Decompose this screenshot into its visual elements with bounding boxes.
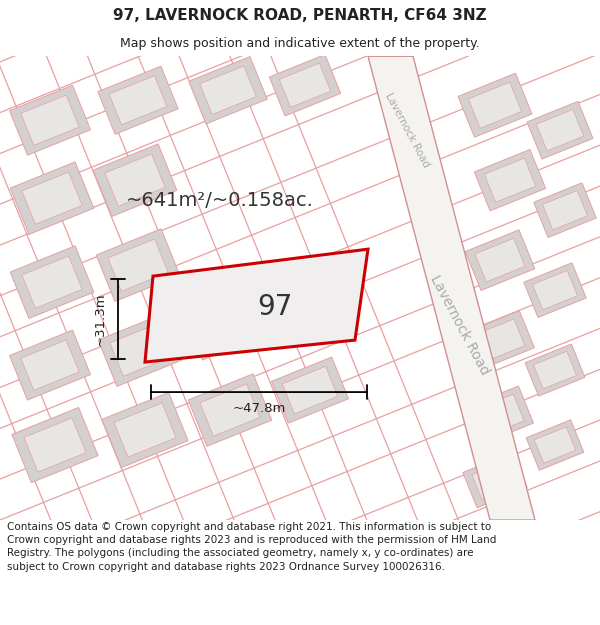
Polygon shape: [463, 452, 527, 508]
Polygon shape: [368, 56, 535, 520]
Polygon shape: [269, 54, 341, 116]
Polygon shape: [98, 314, 182, 386]
Polygon shape: [93, 144, 177, 216]
Polygon shape: [484, 158, 536, 202]
Polygon shape: [466, 311, 535, 369]
Text: Map shows position and indicative extent of the property.: Map shows position and indicative extent…: [120, 38, 480, 51]
Polygon shape: [10, 162, 94, 234]
Polygon shape: [475, 238, 525, 282]
Polygon shape: [280, 63, 331, 108]
Polygon shape: [527, 101, 593, 159]
Polygon shape: [22, 172, 82, 224]
Polygon shape: [21, 95, 79, 146]
Polygon shape: [467, 386, 533, 444]
Text: Lavernock Road: Lavernock Road: [428, 273, 492, 378]
Polygon shape: [12, 408, 98, 482]
Polygon shape: [145, 249, 368, 362]
Polygon shape: [282, 366, 338, 414]
Polygon shape: [271, 357, 349, 423]
Polygon shape: [98, 66, 178, 134]
Polygon shape: [542, 191, 587, 230]
Polygon shape: [533, 351, 577, 389]
Text: 97, LAVERNOCK ROAD, PENARTH, CF64 3NZ: 97, LAVERNOCK ROAD, PENARTH, CF64 3NZ: [113, 8, 487, 23]
Polygon shape: [534, 183, 596, 238]
Text: ~31.3m: ~31.3m: [94, 292, 107, 346]
Polygon shape: [189, 57, 267, 124]
Polygon shape: [469, 82, 521, 128]
Text: ~47.8m: ~47.8m: [232, 401, 286, 414]
Text: 97: 97: [257, 293, 293, 321]
Polygon shape: [536, 109, 584, 151]
Polygon shape: [105, 154, 165, 206]
Polygon shape: [524, 262, 586, 318]
Polygon shape: [184, 290, 266, 360]
Polygon shape: [458, 73, 532, 138]
Polygon shape: [534, 427, 576, 463]
Polygon shape: [526, 420, 584, 470]
Polygon shape: [110, 324, 170, 376]
Polygon shape: [188, 374, 272, 446]
Polygon shape: [21, 340, 79, 390]
Polygon shape: [10, 330, 91, 400]
Text: Contains OS data © Crown copyright and database right 2021. This information is : Contains OS data © Crown copyright and d…: [7, 522, 497, 572]
Polygon shape: [114, 403, 176, 457]
Polygon shape: [10, 85, 91, 155]
Polygon shape: [24, 418, 86, 472]
Polygon shape: [476, 394, 524, 436]
Polygon shape: [200, 66, 256, 114]
Polygon shape: [102, 392, 188, 468]
Polygon shape: [10, 246, 94, 318]
Polygon shape: [475, 149, 545, 211]
Polygon shape: [465, 230, 535, 291]
Polygon shape: [475, 319, 525, 361]
Text: ~641m²/~0.158ac.: ~641m²/~0.158ac.: [126, 191, 314, 209]
Polygon shape: [196, 300, 254, 350]
Polygon shape: [108, 239, 168, 291]
Polygon shape: [200, 384, 260, 436]
Polygon shape: [96, 229, 180, 301]
Text: Lavernock Road: Lavernock Road: [383, 91, 431, 169]
Polygon shape: [109, 76, 167, 125]
Polygon shape: [472, 460, 518, 500]
Polygon shape: [525, 344, 585, 396]
Polygon shape: [22, 256, 82, 308]
Polygon shape: [533, 271, 577, 310]
